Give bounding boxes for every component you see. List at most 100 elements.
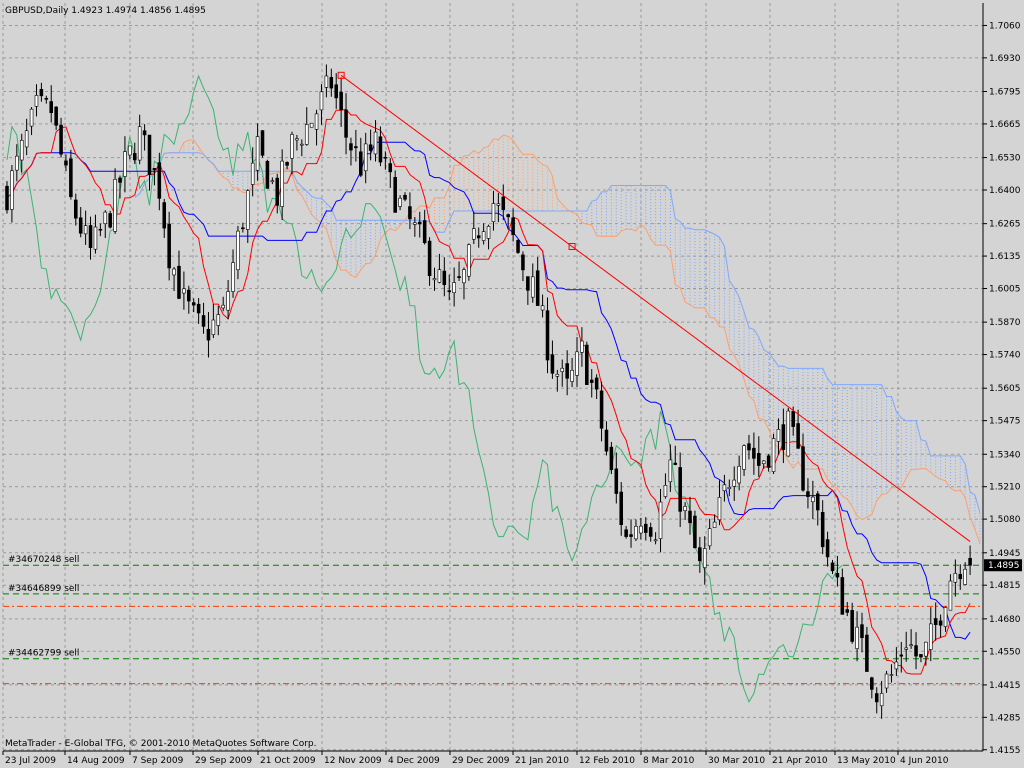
- candle-body: [914, 645, 918, 657]
- candle-body: [766, 455, 771, 468]
- candle-body: [943, 607, 948, 627]
- candle-body: [929, 623, 933, 650]
- candle-body: [324, 75, 329, 88]
- x-tick-label: 29 Dec 2009: [452, 756, 510, 766]
- candle-body: [196, 303, 201, 314]
- chart-header: GBPUSD,Daily 1.4923 1.4974 1.4856 1.4895: [5, 6, 206, 16]
- candle-body: [403, 194, 407, 200]
- candle-body: [683, 506, 687, 511]
- candle-body: [250, 162, 255, 185]
- candle-body: [236, 230, 240, 271]
- candle-body: [24, 130, 29, 148]
- y-tick-label: 1.7060: [989, 21, 1021, 31]
- candle-body: [850, 610, 854, 642]
- candle-body: [201, 315, 206, 327]
- candle-body: [472, 228, 476, 240]
- senkou-span-b-line: [134, 152, 981, 513]
- candle-body: [629, 534, 633, 537]
- candle-body: [761, 460, 766, 464]
- candle-body: [698, 547, 702, 562]
- candle-body: [388, 163, 393, 173]
- candle-body: [44, 98, 49, 100]
- x-tick-label: 21 Jan 2010: [515, 756, 569, 766]
- candle-body: [786, 410, 791, 457]
- candle-body: [870, 677, 874, 690]
- candle-body: [447, 290, 452, 292]
- candle-body: [707, 528, 712, 547]
- candle-body: [688, 510, 692, 524]
- candle-body: [422, 220, 427, 244]
- x-tick-label: 23 Jul 2009: [5, 756, 56, 766]
- candle-body: [452, 282, 456, 293]
- candle-body: [241, 227, 245, 230]
- candle-body: [653, 539, 658, 542]
- candle-body: [34, 95, 39, 107]
- candle-body: [889, 674, 894, 676]
- candle-body: [442, 270, 447, 286]
- candle-body: [108, 213, 112, 228]
- candle-body: [757, 453, 761, 466]
- candle-body: [860, 624, 864, 638]
- candle-body: [776, 429, 781, 442]
- y-tick-label: 1.4155: [989, 746, 1021, 756]
- candle-body: [948, 580, 953, 611]
- x-tick-label: 7 Sep 2009: [132, 756, 184, 766]
- candle-body: [747, 443, 751, 451]
- candle-body: [29, 108, 34, 127]
- candle-body: [152, 168, 157, 170]
- candle-body: [78, 217, 83, 234]
- y-tick-label: 1.5340: [989, 450, 1021, 460]
- trendline[interactable]: [340, 74, 971, 542]
- candle-body: [123, 151, 127, 177]
- order-label: #34646899 sell: [8, 584, 79, 594]
- current-price-badge: [984, 559, 1022, 572]
- candle-body: [5, 185, 9, 211]
- candle-body: [565, 363, 569, 379]
- y-tick-label: 1.5870: [989, 318, 1021, 328]
- candle-body: [319, 91, 324, 111]
- candle-body: [545, 310, 550, 361]
- x-tick-label: 13 May 2010: [837, 756, 896, 766]
- candle-body: [752, 447, 756, 459]
- candle-body: [98, 228, 103, 231]
- trendline-handle-start[interactable]: [337, 71, 345, 79]
- candle-body: [182, 288, 186, 294]
- candle-body: [216, 314, 221, 326]
- candle-body: [10, 170, 14, 210]
- trendline-handle-mid[interactable]: [568, 243, 576, 251]
- candle-body: [393, 177, 397, 213]
- candle-body: [771, 438, 776, 472]
- candle-body: [791, 411, 795, 427]
- candle-body: [49, 101, 53, 114]
- candle-body: [501, 196, 506, 210]
- candle-body: [712, 521, 717, 528]
- candle-body: [329, 77, 334, 89]
- candle-body: [953, 573, 958, 583]
- y-tick-label: 1.6265: [989, 220, 1021, 230]
- candle-body: [344, 109, 348, 138]
- y-tick-label: 1.6665: [989, 120, 1021, 130]
- candle-body: [609, 446, 614, 470]
- trendline-group[interactable]: [337, 71, 971, 542]
- candle-body: [702, 548, 707, 568]
- candle-body: [300, 143, 304, 146]
- candle-body: [309, 122, 314, 128]
- candle-body: [884, 673, 889, 689]
- grid: [2, 3, 983, 751]
- candle-body: [191, 302, 196, 306]
- candle-body: [560, 367, 565, 372]
- candle-body: [69, 158, 73, 198]
- candle-body: [285, 162, 289, 166]
- candle-body: [806, 491, 810, 497]
- candle-body: [427, 240, 432, 276]
- candle-body: [83, 225, 88, 235]
- candle-body: [742, 445, 746, 470]
- candle-body: [157, 162, 162, 199]
- candle-body: [295, 138, 299, 141]
- y-tick-label: 1.6135: [989, 252, 1021, 262]
- candle-body: [467, 244, 471, 277]
- candle-body: [865, 634, 869, 672]
